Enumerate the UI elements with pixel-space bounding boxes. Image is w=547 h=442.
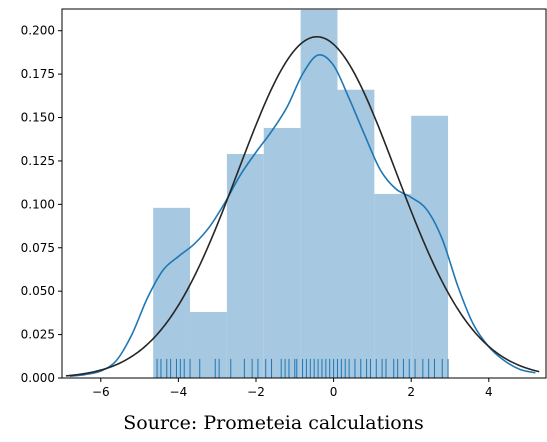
x-tick-label: −6	[92, 385, 110, 399]
histogram-bar	[153, 207, 191, 378]
axes: −6 −4 −2 0 2 4 0.000 0.025 0.050 0.075 0.100 0.125 0…	[21, 8, 547, 399]
chart-caption: Source: Prometeia calculations	[123, 412, 424, 434]
histogram-bar	[263, 127, 301, 378]
histogram-bar	[300, 9, 338, 379]
y-tick-label: 0.125	[21, 154, 55, 168]
x-tick-label: 0	[330, 385, 338, 399]
y-tick-label: 0.000	[21, 371, 55, 385]
normal-fit-curve	[65, 35, 540, 377]
histogram-bar	[190, 312, 227, 378]
y-tick-label: 0.025	[21, 328, 55, 342]
x-tick-label: 4	[485, 385, 493, 399]
histogram-bar	[411, 115, 449, 378]
histogram-bars	[153, 9, 449, 379]
histogram-bar	[226, 153, 264, 378]
x-tick-label: −4	[170, 385, 188, 399]
x-tick-label: −2	[247, 385, 265, 399]
axes-frame	[61, 8, 547, 379]
y-tick-label: 0.175	[21, 67, 55, 81]
histogram-bar	[337, 89, 375, 378]
y-tick-label: 0.100	[21, 197, 55, 211]
y-tick-label: 0.150	[21, 111, 55, 125]
y-tick-label: 0.075	[21, 241, 55, 255]
histogram-bar	[374, 193, 412, 378]
rug-marks	[156, 358, 449, 378]
x-tick-label: 2	[407, 385, 415, 399]
kde-curve	[69, 53, 536, 378]
y-tick-label: 0.050	[21, 284, 55, 298]
y-tick-label: 0.200	[21, 24, 55, 38]
